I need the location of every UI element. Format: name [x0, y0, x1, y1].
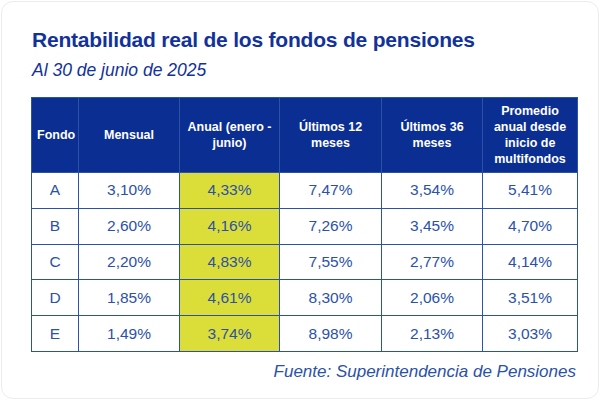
- value-cell: 7,55%: [280, 244, 382, 280]
- value-cell: 8,30%: [280, 280, 382, 316]
- value-cell: 3,45%: [382, 208, 483, 244]
- value-cell: 1,49%: [79, 316, 180, 352]
- table-row: B2,60%4,16%7,26%3,45%4,70%: [32, 208, 578, 244]
- column-header: Promedio anual desde inicio de multifond…: [483, 98, 578, 173]
- column-header: Anual (enero - junio): [180, 98, 280, 173]
- value-cell: 3,54%: [382, 173, 483, 209]
- value-cell: 4,14%: [483, 244, 578, 280]
- value-cell: 3,10%: [79, 173, 180, 209]
- page-subtitle: Al 30 de junio de 2025: [32, 60, 206, 81]
- fondo-cell: A: [32, 173, 79, 209]
- card-frame: Rentabilidad real de los fondos de pensi…: [1, 1, 599, 399]
- value-cell: 4,70%: [483, 208, 578, 244]
- table-row: D1,85%4,61%8,30%2,06%3,51%: [32, 280, 578, 316]
- pension-returns-table: FondoMensualAnual (enero - junio)Últimos…: [31, 97, 578, 352]
- value-cell: 8,98%: [280, 316, 382, 352]
- value-cell: 2,06%: [382, 280, 483, 316]
- fondo-cell: C: [32, 244, 79, 280]
- value-cell: 4,61%: [180, 280, 280, 316]
- fondo-cell: D: [32, 280, 79, 316]
- value-cell: 2,60%: [79, 208, 180, 244]
- value-cell: 3,51%: [483, 280, 578, 316]
- column-header: Últimos 12 meses: [280, 98, 382, 173]
- table-row: E1,49%3,74%8,98%2,13%3,03%: [32, 316, 578, 352]
- value-cell: 3,74%: [180, 316, 280, 352]
- value-cell: 4,16%: [180, 208, 280, 244]
- column-header: Mensual: [79, 98, 180, 173]
- value-cell: 4,83%: [180, 244, 280, 280]
- column-header: Últimos 36 meses: [382, 98, 483, 173]
- source-note: Fuente: Superintendencia de Pensiones: [274, 362, 576, 382]
- value-cell: 7,26%: [280, 208, 382, 244]
- value-cell: 7,47%: [280, 173, 382, 209]
- fondo-cell: E: [32, 316, 79, 352]
- value-cell: 2,13%: [382, 316, 483, 352]
- fondo-cell: B: [32, 208, 79, 244]
- table-header-row: FondoMensualAnual (enero - junio)Últimos…: [32, 98, 578, 173]
- value-cell: 5,41%: [483, 173, 578, 209]
- value-cell: 4,33%: [180, 173, 280, 209]
- value-cell: 2,20%: [79, 244, 180, 280]
- table-body: A3,10%4,33%7,47%3,54%5,41%B2,60%4,16%7,2…: [32, 173, 578, 352]
- value-cell: 2,77%: [382, 244, 483, 280]
- value-cell: 1,85%: [79, 280, 180, 316]
- value-cell: 3,03%: [483, 316, 578, 352]
- table-row: A3,10%4,33%7,47%3,54%5,41%: [32, 173, 578, 209]
- table-row: C2,20%4,83%7,55%2,77%4,14%: [32, 244, 578, 280]
- page-title: Rentabilidad real de los fondos de pensi…: [32, 28, 475, 52]
- column-header: Fondo: [32, 98, 79, 173]
